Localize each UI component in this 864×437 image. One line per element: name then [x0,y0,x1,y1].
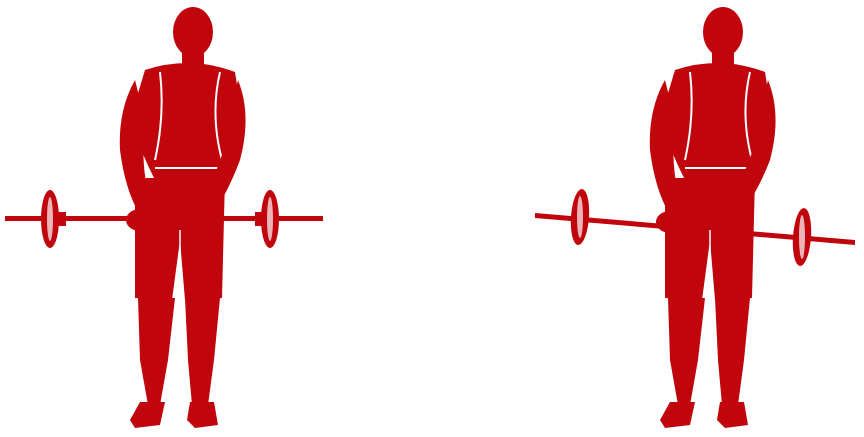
athlete-illustration-left [5,7,323,428]
head [173,7,213,57]
torso [130,62,244,180]
right-leg [185,298,220,405]
left-shoe [130,402,165,428]
athlete-body-right [649,7,776,428]
right-shoe [187,402,218,428]
head [703,7,743,57]
torso [660,62,774,180]
left-shoe [660,402,695,428]
athlete-figure-left [0,0,330,437]
left-leg [668,298,705,405]
athlete-figure-right [530,0,860,437]
right-leg [715,298,750,405]
left-leg [138,298,175,405]
right-shoe [717,402,748,428]
athlete-body-left [119,7,246,428]
athlete-illustration-right [535,7,855,428]
right-arm [190,80,246,225]
